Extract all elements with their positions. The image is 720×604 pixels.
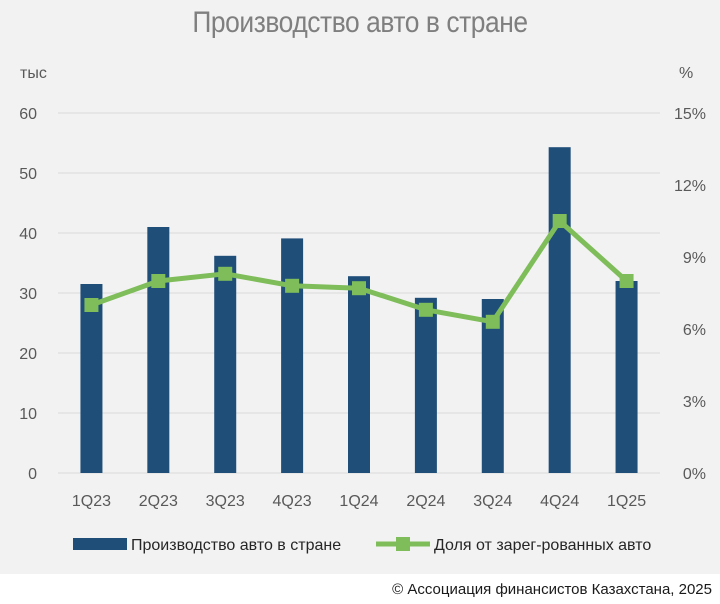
line-marker — [619, 274, 634, 288]
bar — [481, 299, 504, 473]
left-tick-label: 30 — [19, 286, 37, 303]
bar — [548, 147, 571, 473]
legend-marker-line — [396, 537, 410, 551]
copyright-credit: © Ассоциация финансистов Казахстана, 202… — [392, 581, 712, 598]
x-tick-label: 4Q24 — [540, 493, 579, 510]
left-tick-label: 40 — [19, 226, 37, 243]
right-tick-label: 9% — [683, 250, 706, 267]
left-tick-label: 0 — [28, 466, 37, 483]
line-marker — [352, 281, 366, 296]
left-tick-label: 10 — [19, 406, 37, 423]
chart-title: Производство авто в стране — [192, 6, 528, 39]
right-axis-unit: % — [679, 65, 693, 82]
bar — [615, 281, 638, 473]
line-marker — [285, 278, 300, 293]
bar — [214, 255, 237, 473]
right-tick-label: 3% — [683, 394, 706, 411]
chart: 0 10 20 30 40 50 60 0% 3% 6% 9% 12% 15% тыс % 1Q23 2Q23 3… — [19, 65, 706, 554]
x-tick-label: 3Q23 — [206, 493, 245, 510]
line-marker — [151, 274, 166, 288]
x-tick-label: 1Q23 — [72, 493, 111, 510]
x-tick-label: 1Q24 — [339, 493, 378, 510]
line-marker — [418, 302, 433, 317]
bar — [414, 297, 437, 473]
line-marker — [84, 298, 99, 312]
legend-swatch-bars — [73, 538, 127, 550]
x-tick-label: 1Q25 — [607, 493, 646, 510]
x-tick-label: 2Q23 — [139, 493, 178, 510]
left-tick-label: 60 — [19, 106, 37, 123]
bar — [348, 276, 370, 473]
x-tick-label: 3Q24 — [473, 493, 512, 510]
bar — [147, 227, 170, 473]
right-tick-label: 6% — [683, 322, 706, 339]
right-tick-label: 15% — [674, 106, 706, 123]
line-marker — [485, 314, 500, 329]
bar — [80, 284, 103, 473]
x-tick-label: 4Q23 — [273, 493, 312, 510]
left-tick-label: 50 — [19, 166, 37, 183]
right-tick-label: 0% — [683, 466, 706, 483]
x-tick-label: 2Q24 — [406, 493, 445, 510]
left-tick-label: 20 — [19, 346, 37, 363]
right-tick-label: 12% — [674, 178, 706, 195]
left-axis-unit: тыс — [20, 65, 47, 82]
line-marker — [552, 214, 567, 228]
legend-label-bars: Производство авто в стране — [131, 537, 341, 554]
line-marker — [218, 266, 233, 281]
bar — [281, 238, 304, 473]
legend-label-line: Доля от зарег-рованных авто — [434, 537, 651, 554]
